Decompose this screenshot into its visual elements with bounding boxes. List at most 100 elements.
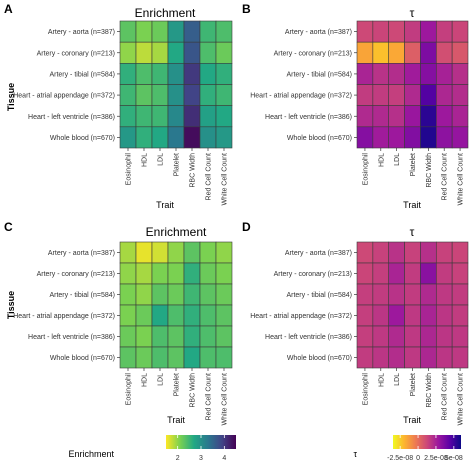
heatmap-cell (215, 84, 233, 106)
heatmap-cell (119, 63, 137, 85)
heatmap-cell (356, 325, 374, 348)
y-tick-label: Heart - left ventricle (n=386) (265, 334, 352, 341)
heatmap-cell (435, 325, 453, 348)
heatmap-cell (451, 41, 469, 64)
heatmap-cell (451, 20, 469, 43)
heatmap-cell (167, 84, 185, 106)
y-tick-label: Artery - tibial (n=584) (286, 72, 352, 79)
x-tick-label: HDL (142, 373, 149, 387)
heatmap-cell (199, 325, 217, 348)
heatmap-cell (183, 304, 201, 327)
heatmap-cell (435, 283, 453, 306)
heatmap-cell (151, 105, 169, 128)
heatmap-cell (388, 346, 405, 369)
heatmap-cell (215, 241, 233, 264)
heatmap-cell (167, 241, 185, 264)
heatmap-cell (135, 20, 153, 43)
heatmap-cell (372, 126, 390, 149)
heatmap-cell (420, 84, 437, 106)
y-tick-label: Heart - atrial appendage (n=372) (250, 93, 352, 100)
heatmap-cell (199, 304, 217, 327)
heatmap-cell (215, 20, 233, 43)
heatmap-cell (119, 304, 137, 327)
x-tick-label: Platelet (410, 373, 417, 396)
heatmap-cell (372, 241, 390, 264)
x-tick-label: Red Cell Count (442, 373, 449, 421)
heatmap-cell (451, 346, 469, 369)
legend-enrichment-colorbar (166, 435, 236, 449)
y-tick-label: Artery - tibial (n=584) (49, 72, 115, 79)
heatmap-cell (167, 63, 185, 85)
heatmap-cell (404, 262, 421, 285)
heatmap-cell (388, 20, 405, 43)
y-tick-label: Heart - left ventricle (n=386) (28, 114, 115, 121)
x-tick-label: Red Cell Count (442, 153, 449, 201)
heatmap-cell (451, 304, 469, 327)
heatmap-cell (372, 63, 390, 85)
heatmap-cell (420, 325, 437, 348)
legend-tick-label: 2.5e-08 (424, 455, 448, 462)
heatmap-cell (167, 262, 185, 285)
heatmap-cell (420, 262, 437, 285)
panel-c-title: Enrichment (146, 225, 207, 239)
heatmap-cell (135, 41, 153, 64)
heatmap-cell (199, 20, 217, 43)
heatmap-cell (183, 283, 201, 306)
legend-enrichment-ticks: 2 3 4 (176, 435, 226, 462)
heatmap-cell (215, 304, 233, 327)
y-tick-label: Heart - atrial appendage (n=372) (13, 93, 115, 100)
y-tick-label: Artery - tibial (n=584) (286, 292, 352, 299)
heatmap-cell (451, 63, 469, 85)
heatmap-cell (372, 346, 390, 369)
x-tick-label: Eosinophil (362, 153, 369, 186)
heatmap-cell (388, 41, 405, 64)
panel-a-xlabel: Trait (156, 200, 174, 210)
heatmap-cell (372, 304, 390, 327)
heatmap-cell (199, 63, 217, 85)
heatmap-cell (356, 241, 374, 264)
heatmap-cell (151, 262, 169, 285)
heatmap-cell (435, 262, 453, 285)
heatmap-cell (215, 126, 233, 149)
heatmap-cell (135, 283, 153, 306)
legend-tick-label: 3 (199, 455, 203, 462)
heatmap-cell (167, 20, 185, 43)
heatmap-cell (420, 283, 437, 306)
heatmap-cell (183, 105, 201, 128)
y-tick-label: Artery - aorta (n=387) (48, 250, 115, 257)
heatmap-cell (435, 41, 453, 64)
x-tick-label: Platelet (410, 153, 417, 176)
panel-a: A Enrichment Tissue Trait Artery - aorta… (4, 2, 233, 210)
legend-tau-colorbar (393, 435, 461, 449)
heatmap-cell (435, 63, 453, 85)
heatmap-cell (135, 325, 153, 348)
heatmap-cell (356, 346, 374, 369)
heatmap-cell (356, 63, 374, 85)
heatmap-cell (215, 325, 233, 348)
heatmap-cell (135, 262, 153, 285)
heatmap-cell (420, 304, 437, 327)
heatmap-cell (420, 346, 437, 369)
heatmap-cell (199, 283, 217, 306)
heatmap-cell (435, 304, 453, 327)
heatmap-cell (388, 262, 405, 285)
panel-c-heatmap: Artery - aorta (n=387) Artery - coronary … (13, 241, 233, 426)
heatmap-cell (135, 63, 153, 85)
heatmap-cell (199, 126, 217, 149)
legend-tick-label: 2 (176, 455, 180, 462)
heatmap-cell (451, 105, 469, 128)
heatmap-cell (404, 304, 421, 327)
legend-tick-label: 4 (222, 455, 226, 462)
y-tick-label: Heart - atrial appendage (n=372) (250, 313, 352, 320)
heatmap-cell (356, 283, 374, 306)
x-tick-label: HDL (142, 153, 149, 167)
x-tick-label: White Cell Count (222, 373, 229, 426)
heatmap-cell (167, 105, 185, 128)
heatmap-cell (119, 325, 137, 348)
heatmap-cell (167, 325, 185, 348)
heatmap-cell (215, 262, 233, 285)
panel-b: B τ Trait Artery - aorta (n=387)Artery -… (242, 2, 469, 210)
y-tick-label: Artery - coronary (n=213) (274, 271, 352, 278)
x-tick-label: HDL (378, 373, 385, 387)
